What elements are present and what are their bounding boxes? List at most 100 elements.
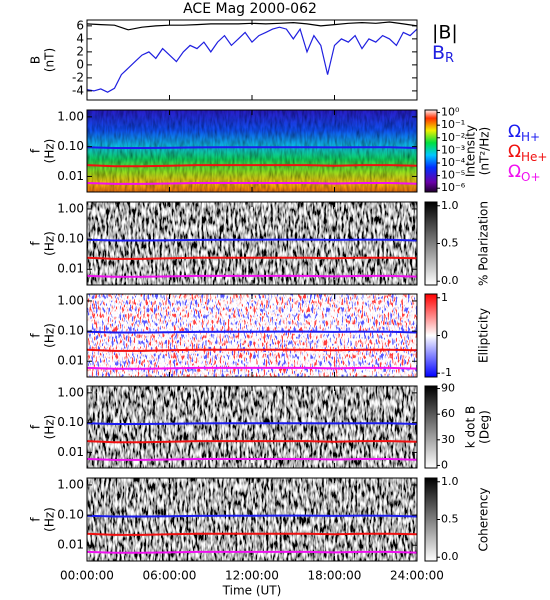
colorbar-tick-label: 60 <box>441 407 455 420</box>
y-tick-label: 1.00 <box>57 201 84 215</box>
colorbar-tick-label: 10⁻³ <box>441 143 465 156</box>
cyclotron-line <box>87 182 417 185</box>
y-tick-label: -4 <box>72 83 84 97</box>
colorbar-tick-label: 0.0 <box>441 550 459 563</box>
y-tick-label: 1.00 <box>57 293 84 307</box>
colorbar <box>424 385 438 469</box>
y-tick-label: 4 <box>76 31 84 45</box>
legend-label: ΩO+ <box>508 162 541 184</box>
cyclotron-line <box>87 366 417 370</box>
y-tick-label: 1.00 <box>57 385 84 399</box>
cyclotron-line <box>87 422 417 425</box>
y-axis-label: (Hz) <box>43 139 57 164</box>
cyclotron-line <box>87 532 417 536</box>
legend-label: ΩHe+ <box>508 142 547 164</box>
colorbar-tick-label: 0 <box>441 329 448 342</box>
colorbar-label: (Deg) <box>478 410 492 444</box>
y-tick-label: 1.00 <box>57 477 84 491</box>
colorbar-label: % Polarization <box>477 201 491 286</box>
cyclotron-line <box>87 274 417 278</box>
y-tick-label: 0.01 <box>57 262 84 276</box>
x-tick-label: 12:00:00 <box>225 569 279 583</box>
colorbar-tick-label: 10⁻⁶ <box>441 181 466 194</box>
colorbar-tick-label: 10⁻⁵ <box>441 169 465 182</box>
cyclotron-line <box>87 348 417 352</box>
colorbar-tick-label: 0.0 <box>441 274 459 287</box>
y-axis-label: (Hz) <box>43 507 57 532</box>
cyclotron-line <box>87 458 417 461</box>
y-axis-label: f <box>29 333 43 338</box>
colorbar-tick-label: 10⁻¹ <box>441 118 465 131</box>
y-axis-label: B <box>29 56 43 64</box>
y-tick-label: 0.10 <box>57 508 84 522</box>
x-tick-label: 00:00:00 <box>60 569 114 583</box>
y-axis-label: f <box>29 424 43 429</box>
y-tick-label: 0.10 <box>57 139 84 153</box>
y-tick-label: 2 <box>76 44 84 58</box>
colorbar <box>424 477 438 562</box>
y-axis-label: (Hz) <box>43 231 57 256</box>
y-axis-label: f <box>29 241 43 246</box>
colorbar-tick-label: 10⁻² <box>441 131 465 144</box>
colorbar-tick-label: 1 <box>441 291 448 304</box>
x-tick-label: 18:00:00 <box>308 569 362 583</box>
cyclotron-line <box>87 550 417 554</box>
cyclotron-lines <box>87 422 417 461</box>
cyclotron-lines <box>87 514 417 554</box>
cyclotron-line <box>87 330 417 334</box>
y-tick-label: 1.00 <box>57 109 84 123</box>
x-tick-label: 06:00:00 <box>143 569 197 583</box>
chart-title: ACE Mag 2000-062 <box>183 1 317 17</box>
colorbar-tick-label: 0.5 <box>441 237 459 250</box>
y-tick-label: 0.10 <box>57 415 84 429</box>
lines <box>87 21 417 93</box>
spectrogram <box>87 110 417 192</box>
x-tick-label: 24:00:00 <box>390 569 444 583</box>
colorbar-label: Ellipticity <box>477 308 491 363</box>
colorbar-tick-label: 1.0 <box>441 475 459 488</box>
y-axis-label: f <box>29 517 43 522</box>
colorbar-label: k dot B <box>464 406 478 448</box>
colorbar-label: Coherency <box>477 487 491 551</box>
spectrogram <box>87 294 417 377</box>
y-tick-label: 0 <box>76 57 84 71</box>
series-line <box>87 26 417 93</box>
colorbar-tick-label: 1.0 <box>441 199 459 212</box>
y-axis-label: f <box>29 148 43 153</box>
cyclotron-line <box>87 146 417 149</box>
cyclotron-line <box>87 440 417 444</box>
colorbar-label: (nT²/Hz) <box>478 127 492 175</box>
cyclotron-line <box>87 256 417 260</box>
legend-label: |B| <box>432 22 458 44</box>
legend-label: ΩH+ <box>508 122 540 144</box>
legend-label: BR <box>432 42 454 66</box>
colorbar <box>424 293 438 378</box>
colorbar-tick-label: 30 <box>441 433 455 446</box>
y-tick-label: 0.01 <box>57 354 84 368</box>
colorbar-tick-label: 90 <box>441 382 455 395</box>
cyclotron-line <box>87 164 417 168</box>
cyclotron-lines <box>87 146 417 185</box>
y-axis-label: (Hz) <box>43 323 57 348</box>
spectrogram <box>87 386 417 468</box>
y-tick-label: 0.01 <box>57 169 84 183</box>
colorbar <box>424 201 438 286</box>
x-axis-label: Time (UT) <box>222 584 282 598</box>
colorbar-tick-label: 10⁻⁴ <box>441 156 466 169</box>
cyclotron-lines <box>87 330 417 370</box>
y-tick-label: 0.10 <box>57 324 84 338</box>
colorbar-tick-label: 0.5 <box>441 513 459 526</box>
y-tick-label: 0.10 <box>57 232 84 246</box>
y-tick-label: 0.01 <box>57 445 84 459</box>
spectrogram <box>87 478 417 561</box>
colorbar-tick-label: 10⁰ <box>441 106 460 119</box>
colorbar <box>424 109 438 193</box>
colorbar-label: Intensity <box>464 125 478 177</box>
cyclotron-line <box>87 514 417 518</box>
y-tick-label: 6 <box>76 18 84 32</box>
y-axis-label: (Hz) <box>43 415 57 440</box>
y-axis-label: (nT) <box>43 48 57 72</box>
spectrogram <box>87 202 417 285</box>
y-tick-label: 0.01 <box>57 538 84 552</box>
